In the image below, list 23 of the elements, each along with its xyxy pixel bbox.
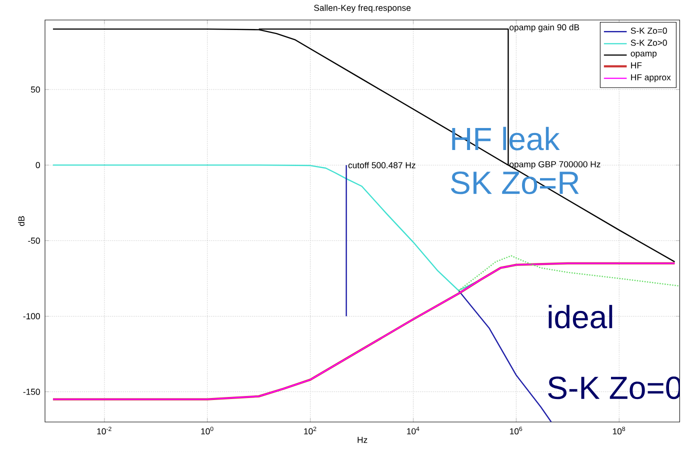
legend-label: HF approx: [631, 74, 671, 82]
x-tick-label: 10$^{4}$: [407, 426, 420, 434]
x-tick-label: 10$^{2}$: [304, 426, 316, 434]
x-tick-label: 10$^{-2}$: [97, 426, 112, 434]
y-tick-label: -150: [23, 388, 40, 395]
x-axis-title: Hz: [358, 436, 368, 443]
legend-label: S-K Zo=0: [630, 28, 667, 34]
chart-title: Sallen-Key freq.response: [314, 4, 411, 13]
y-axis-title: dB: [18, 216, 24, 226]
y-tick-label: 50: [31, 86, 40, 93]
legend-label: S-K Zo>0: [630, 40, 667, 46]
x-tick-label: 10$^{0}$: [201, 426, 214, 434]
annotation: opamp GBP 700000 Hz: [510, 161, 600, 170]
x-tick-label: 10$^{6}$: [510, 426, 522, 434]
legend-label: HF: [631, 62, 642, 68]
legend-label: opamp: [630, 52, 657, 58]
annotation: ideal: [548, 304, 612, 328]
annotation: opamp gain 90 dB: [510, 24, 580, 32]
y-tick-label: -50: [28, 238, 40, 244]
x-tick-label: 10$^{8}$: [612, 426, 626, 434]
y-tick-label: 0: [36, 162, 40, 168]
y-tick-label: -100: [23, 313, 40, 320]
annotation: cutoff 500.487 Hz: [348, 162, 416, 168]
